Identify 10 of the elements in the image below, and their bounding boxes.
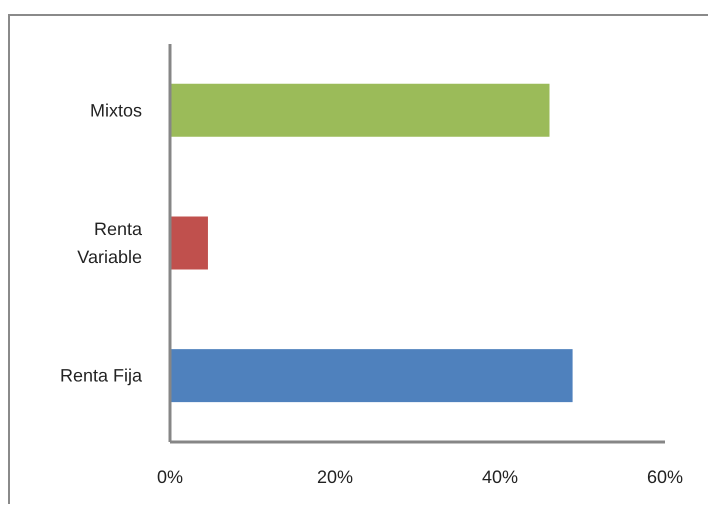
bar: [170, 349, 573, 402]
x-tick-label: 40%: [482, 466, 518, 487]
y-tick-label: Mixtos: [90, 100, 142, 120]
y-tick-label: Renta Fija: [60, 366, 143, 386]
x-tick-label: 0%: [156, 466, 184, 487]
y-tick-label: Renta Variable: [77, 219, 143, 267]
x-tick-label: 20%: [316, 466, 354, 487]
bar: [170, 216, 208, 270]
bar: [170, 84, 550, 137]
x-tick-label: 60%: [646, 466, 684, 487]
